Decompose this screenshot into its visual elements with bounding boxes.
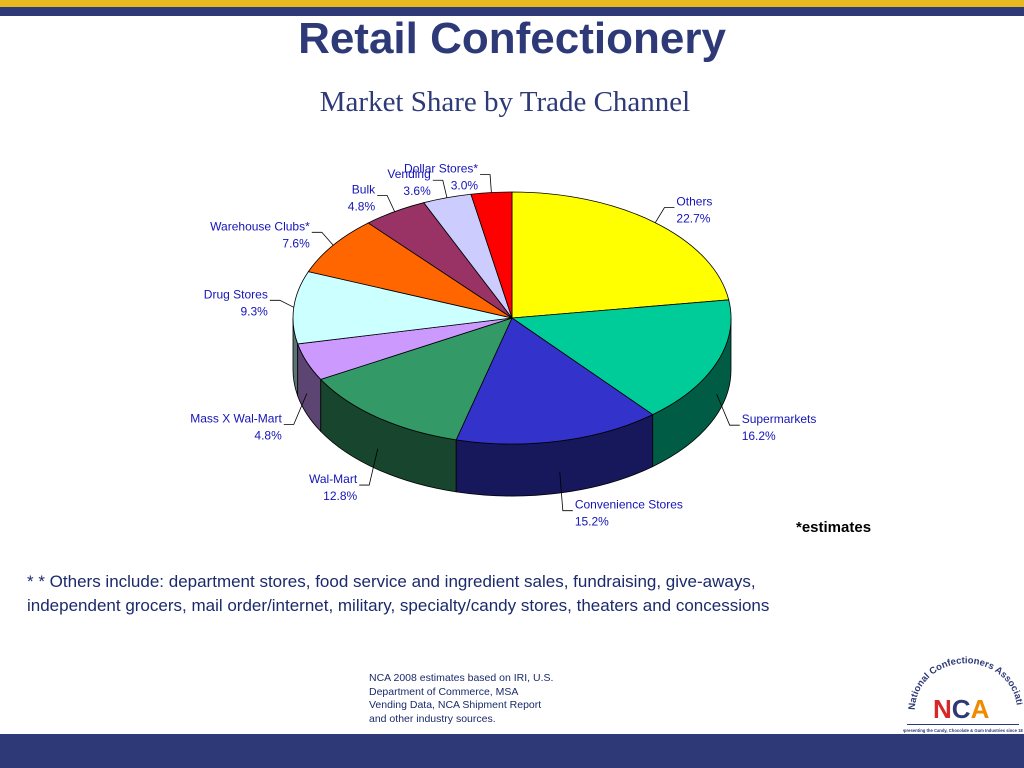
page-subtitle: Market Share by Trade Channel: [319, 86, 691, 118]
logo-rule: [907, 724, 1019, 725]
pie-slice-wal-mart: [320, 317, 513, 441]
page-title: Retail Confectionery: [298, 14, 726, 63]
slice-label-vending: Vending: [387, 167, 430, 181]
leader-supermarkets: [716, 393, 740, 426]
slice-value-wal-mart: 12.8%: [323, 489, 357, 503]
slice-label-others: Others: [676, 195, 712, 209]
pie-slices: [292, 191, 732, 497]
source-line-3: Vending Data, NCA Shipment Report: [369, 699, 542, 711]
slice-label-wal-mart: Wal-Mart: [309, 472, 358, 486]
slice-value-drug-stores: 9.3%: [240, 304, 268, 318]
top-navy-bar: [0, 7, 1024, 16]
pie-slice-convenience-stores: [455, 317, 654, 445]
slice-label-warehouse-clubs: Warehouse Clubs*: [210, 219, 310, 233]
leader-others: [654, 207, 675, 223]
slice-value-others: 22.7%: [676, 212, 710, 226]
source-note: NCA 2008 estimates based on IRI, U.S. De…: [369, 672, 589, 726]
others-footnote-line-1: * * Others include: department stores, f…: [27, 572, 756, 591]
pie-slice-warehouse-clubs: [307, 222, 513, 319]
others-footnote: * * Others include: department stores, f…: [27, 570, 1007, 618]
leader-convenience-stores: [559, 472, 573, 512]
pie-slice-supermarkets: [510, 299, 732, 416]
slice-label-supermarkets: Supermarkets: [742, 412, 817, 426]
logo-mark: NCA: [933, 694, 990, 724]
leader-bulk: [377, 195, 396, 212]
slice-value-mass-x-wal-mart: 4.8%: [254, 428, 282, 442]
bottom-navy-bar: [0, 734, 1024, 768]
slice-value-dollar-stores: 3.0%: [451, 179, 479, 193]
slice-label-dollar-stores: Dollar Stores*: [404, 162, 478, 176]
source-line-1: NCA 2008 estimates based on IRI, U.S.: [369, 672, 554, 684]
slice-value-bulk: 4.8%: [348, 199, 376, 213]
others-footnote-line-2: independent grocers, mail order/internet…: [27, 596, 770, 615]
pie-slice-dollar-stores: [470, 191, 513, 319]
leader-warehouse-clubs: [311, 231, 334, 246]
estimates-note: *estimates: [796, 519, 872, 536]
slice-label-drug-stores: Drug Stores: [204, 287, 268, 301]
slice-value-vending: 3.6%: [403, 184, 431, 198]
pie-slice-others: [511, 191, 730, 319]
leader-drug-stores: [269, 299, 294, 308]
leader-lines: [269, 174, 740, 512]
leader-mass-x-wal-mart: [283, 393, 308, 425]
source-line-2: Department of Commerce, MSA: [369, 685, 519, 698]
logo-tagline: Representing the Candy, Chocolate & Gum …: [903, 728, 1023, 733]
slice-value-convenience-stores: 15.2%: [575, 515, 609, 529]
slice-labels: Others 22.7% Supermarkets 16.2% Convenience …: [190, 162, 816, 529]
slice-label-bulk: Bulk: [352, 182, 376, 196]
slice-value-supermarkets: 16.2%: [742, 429, 776, 443]
top-gold-bar: [0, 0, 1024, 7]
nca-logo: National Confectioners Association NCA R…: [903, 656, 1023, 733]
slice-label-convenience-stores: Convenience Stores: [575, 498, 683, 512]
slice-value-warehouse-clubs: 7.6%: [282, 236, 310, 250]
leader-vending: [432, 179, 448, 198]
leader-dollar-stores: [480, 174, 492, 193]
pie-slice-drug-stores: [292, 271, 513, 345]
slice-label-mass-x-wal-mart: Mass X Wal-Mart: [190, 411, 282, 425]
source-line-4: and other industry sources.: [369, 712, 496, 725]
leader-wal-mart: [359, 448, 379, 486]
